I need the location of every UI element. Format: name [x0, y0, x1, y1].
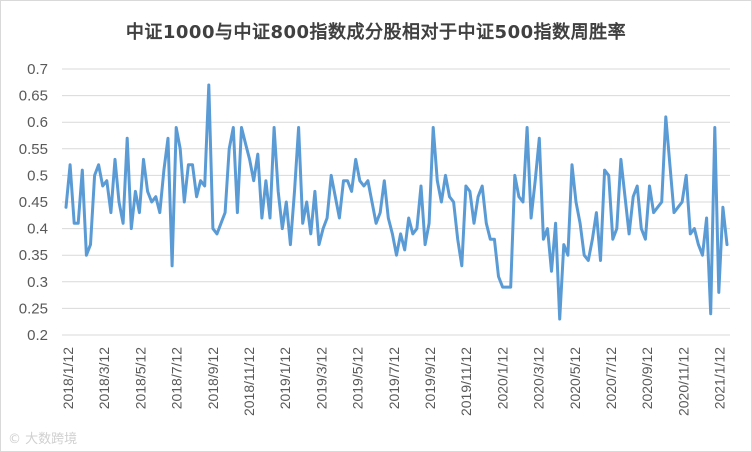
x-tick-label: 2019/7/12	[386, 347, 402, 409]
y-tick-label: 0.5	[27, 167, 48, 184]
x-tick-label: 2018/1/12	[60, 347, 76, 409]
x-tick-label: 2020/11/12	[675, 347, 691, 416]
y-tick-label: 0.45	[19, 194, 48, 211]
y-tick-label: 0.65	[19, 88, 48, 105]
x-tick-label: 2020/7/12	[603, 347, 619, 409]
x-tick-label: 2018/9/12	[205, 347, 221, 409]
y-tick-label: 0.25	[19, 300, 48, 317]
series-line	[64, 83, 729, 321]
x-tick-label: 2021/1/12	[712, 347, 728, 409]
x-tick-label: 2019/5/12	[350, 347, 366, 409]
y-tick-label: 0.4	[27, 221, 48, 238]
x-tick-label: 2019/1/12	[277, 347, 293, 409]
x-tick-label: 2019/3/12	[313, 347, 329, 409]
y-tick-label: 0.55	[19, 141, 48, 158]
y-tick-label: 0.3	[27, 274, 48, 291]
x-tick-label: 2020/9/12	[639, 347, 655, 409]
x-axis: 2018/1/12 2018/3/12 2018/5/12 2018/7/12 2018…	[60, 347, 728, 416]
x-tick-label: 2020/3/12	[531, 347, 547, 409]
y-tick-label: 0.2	[27, 327, 48, 344]
series-group	[64, 83, 729, 321]
y-axis: 0.2 0.25 0.3 0.35 0.4 0.45 0.5 0.55 0.6 0.65 0.7	[19, 61, 48, 344]
x-tick-label: 2019/11/12	[458, 347, 474, 416]
x-tick-label: 2018/5/12	[132, 347, 148, 409]
x-tick-label: 2018/3/12	[96, 347, 112, 409]
x-tick-label: 2020/5/12	[567, 347, 583, 409]
chart-title: 中证1000与中证800指数成分股相对于中证500指数周胜率	[125, 22, 627, 43]
watermark-logo: © 大数跨境	[8, 432, 78, 447]
y-tick-label: 0.6	[27, 114, 48, 131]
x-tick-label: 2018/7/12	[169, 347, 185, 409]
x-tick-label: 2019/9/12	[422, 347, 438, 409]
x-tick-label: 2018/11/12	[241, 347, 257, 416]
y-tick-label: 0.35	[19, 247, 48, 264]
x-tick-label: 2020/1/12	[494, 347, 510, 409]
y-tick-label: 0.7	[27, 61, 48, 78]
